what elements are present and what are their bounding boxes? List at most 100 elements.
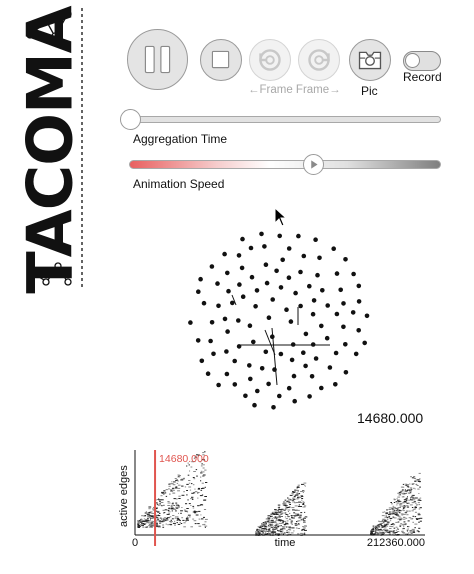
network-node [307,394,312,399]
network-node [284,307,289,312]
network-node [341,301,346,306]
aggregation-time-slider-handle[interactable] [119,109,141,130]
network-node [252,402,257,408]
network-node [319,385,324,391]
network-node [198,276,203,282]
current-time-readout: 14680.000 [357,410,424,426]
network-node [311,298,317,303]
network-node [298,269,303,275]
network-node [319,323,324,329]
network-node [232,358,237,364]
network-node [225,329,230,334]
network-node [303,363,308,369]
network-node [333,382,338,387]
network-node [288,319,294,324]
network-node [263,349,269,355]
network-node [277,393,282,399]
network-node [266,381,271,387]
logo-network-decoration [26,8,83,290]
network-node [289,357,295,363]
network-graph [188,231,370,410]
network-node [196,289,201,294]
network-edge [231,294,237,306]
network-node [298,303,303,309]
animation-speed-slider-handle[interactable] [302,154,324,175]
network-node [270,334,275,339]
frame-forward-icon [308,49,330,71]
network-node [201,300,207,306]
network-node [226,288,231,294]
timeline-x-min-label: 0 [132,537,138,549]
network-node [278,351,284,357]
network-node [224,349,229,354]
network-node [343,257,348,262]
network-node [236,344,242,349]
network-node [350,310,356,315]
network-node [280,257,285,263]
network-node [259,231,264,237]
network-node [356,328,361,333]
network-node [286,246,292,251]
network-node [301,350,306,355]
network-node [333,350,339,356]
network-node [286,275,292,280]
network-node [211,351,216,357]
network-node [237,282,242,287]
frame-forward-button[interactable] [298,39,340,81]
network-node [248,376,253,382]
network-node [248,245,254,251]
network-node [199,358,205,364]
network-node [292,398,297,404]
network-node [208,338,213,344]
network-node [216,303,221,309]
network-node [272,367,277,372]
network-node [309,374,315,379]
aggregation-time-slider-track[interactable] [129,116,441,123]
network-node [313,356,319,361]
pic-button[interactable] [349,39,391,81]
network-node [247,363,252,368]
network-node [327,365,333,370]
frame-back-button[interactable] [249,39,291,81]
network-node [286,385,292,391]
network-node [310,311,316,317]
network-node [222,251,227,257]
stop-button[interactable] [200,39,242,81]
network-node [341,324,346,330]
network-node [334,271,340,276]
network-node [331,246,336,251]
network-node [236,318,241,323]
network-node [278,285,284,290]
network-node [264,280,270,286]
network-node [325,303,330,308]
edge-activity-timeline[interactable]: 14680.000 active edges 0 time 212360.000 [115,445,445,560]
play-icon [310,160,318,169]
timeline-x-max-label: 212360.000 [367,537,425,549]
network-node [222,316,228,322]
record-toggle[interactable] [403,51,441,71]
network-node [266,315,272,320]
network-node [310,342,316,347]
network-node [225,270,230,276]
record-label: Record [403,70,442,84]
timeline-xlabel: time [275,537,296,549]
network-node [239,265,245,271]
record-toggle-knob[interactable] [405,53,420,68]
network-node [209,264,215,269]
logo-text: TACOMA [13,6,87,294]
pause-button[interactable] [127,29,188,90]
network-node [296,233,301,239]
network-node [195,338,201,343]
network-node [291,373,297,379]
animation-speed-slider-track[interactable] [129,160,441,169]
network-node [301,253,307,259]
mouse-cursor-icon [274,207,288,227]
network-node [249,274,255,280]
network-node [255,388,260,394]
network-node [271,405,276,410]
network-node [205,371,211,376]
network-node [254,288,260,293]
network-node [364,313,370,319]
network-node [262,244,267,249]
network-node [240,294,246,299]
